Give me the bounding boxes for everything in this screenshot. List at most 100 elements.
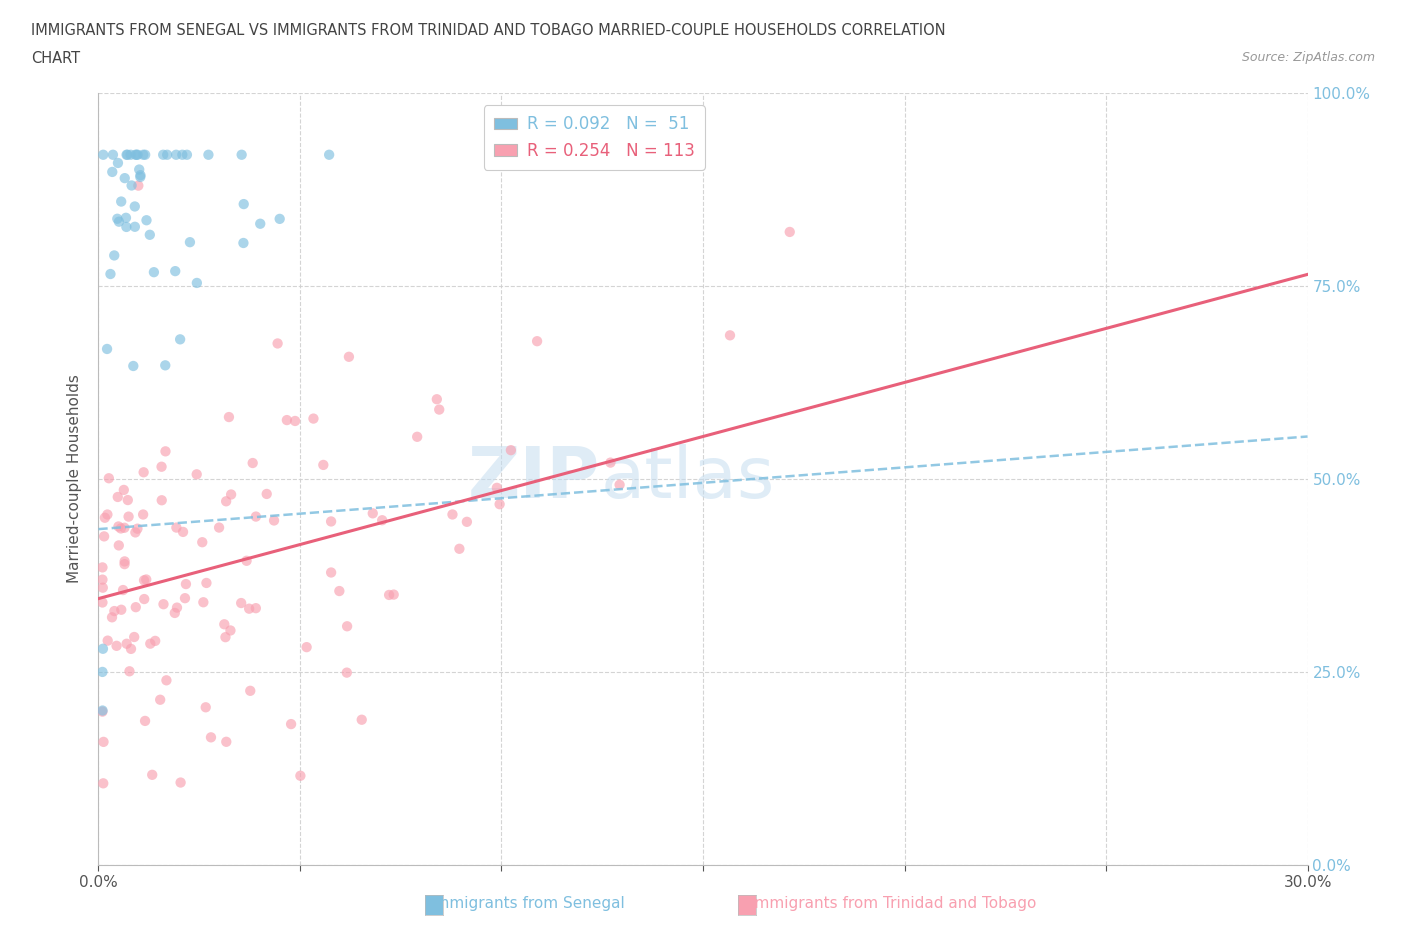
Point — [427, 402, 450, 417]
Point — [101, 610, 124, 625]
Point — [124, 219, 146, 234]
Point — [215, 735, 238, 750]
Point — [238, 601, 260, 616]
Point — [91, 776, 114, 790]
Point — [101, 147, 124, 162]
Point — [263, 513, 285, 528]
Point — [115, 147, 138, 162]
Point — [97, 633, 120, 648]
Point — [321, 565, 343, 580]
Point — [197, 147, 219, 162]
Point — [382, 587, 405, 602]
Point — [114, 554, 136, 569]
Text: IMMIGRANTS FROM SENEGAL VS IMMIGRANTS FROM TRINIDAD AND TOBAGO MARRIED-COUPLE HO: IMMIGRANTS FROM SENEGAL VS IMMIGRANTS FR… — [31, 23, 946, 38]
Point — [302, 411, 325, 426]
Point — [124, 525, 146, 539]
Point — [232, 235, 254, 250]
Point — [165, 520, 187, 535]
Point — [208, 520, 231, 535]
Point — [94, 511, 117, 525]
Point — [231, 595, 253, 610]
Point — [107, 155, 129, 170]
Point — [318, 147, 340, 162]
Text: Immigrants from Trinidad and Tobago: Immigrants from Trinidad and Tobago — [749, 897, 1036, 911]
Point — [378, 588, 401, 603]
Point — [779, 224, 801, 239]
Point — [256, 486, 278, 501]
Point — [127, 147, 149, 162]
Point — [100, 267, 122, 282]
Point — [165, 147, 187, 162]
Point — [176, 147, 198, 162]
Point — [172, 525, 194, 539]
Point — [96, 507, 118, 522]
Point — [191, 535, 214, 550]
Point — [156, 147, 179, 162]
Point — [485, 481, 508, 496]
Point — [456, 514, 478, 529]
Point — [129, 167, 152, 182]
Point — [139, 227, 162, 242]
Point — [336, 618, 359, 633]
Point — [284, 414, 307, 429]
Point — [276, 413, 298, 428]
Point — [231, 147, 253, 162]
Point — [165, 264, 187, 279]
Point — [219, 487, 242, 502]
Point — [609, 477, 631, 492]
Point — [166, 600, 188, 615]
Point — [115, 219, 138, 234]
Point — [239, 684, 262, 698]
Point — [127, 521, 149, 536]
Point — [110, 194, 132, 209]
Point — [488, 497, 510, 512]
Point — [118, 664, 141, 679]
Point — [149, 692, 172, 707]
Point — [93, 529, 115, 544]
Point — [319, 514, 342, 529]
Point — [150, 493, 173, 508]
Text: Source: ZipAtlas.com: Source: ZipAtlas.com — [1241, 51, 1375, 64]
Point — [124, 147, 146, 162]
Point — [152, 147, 174, 162]
Point — [150, 459, 173, 474]
Point — [122, 359, 145, 374]
Point — [312, 458, 335, 472]
Point — [91, 665, 114, 680]
Point — [107, 519, 129, 534]
Point — [245, 509, 267, 524]
Point — [110, 521, 132, 536]
Point — [117, 147, 139, 162]
Point — [174, 577, 197, 591]
Point — [108, 214, 131, 229]
Point — [124, 199, 146, 214]
Point — [132, 507, 155, 522]
Point — [195, 576, 218, 591]
Point — [108, 538, 131, 552]
Point — [269, 211, 291, 226]
Point — [105, 638, 128, 653]
Point — [290, 768, 312, 783]
Point — [499, 443, 522, 458]
Point — [114, 171, 136, 186]
Point — [155, 673, 177, 688]
Point — [91, 572, 114, 587]
Point — [112, 520, 135, 535]
Point — [93, 735, 115, 750]
Point — [103, 604, 125, 618]
Point — [426, 392, 449, 406]
Point — [174, 591, 197, 605]
Point — [526, 334, 548, 349]
Point — [129, 169, 152, 184]
Point — [132, 465, 155, 480]
Point — [242, 456, 264, 471]
Point — [114, 557, 136, 572]
Point — [96, 341, 118, 356]
Point — [599, 455, 621, 470]
Point — [141, 767, 163, 782]
Point — [112, 582, 135, 597]
Point — [186, 467, 208, 482]
Y-axis label: Married-couple Households: Married-couple Households — [67, 375, 83, 583]
Point — [105, 211, 128, 226]
Point — [214, 617, 236, 631]
